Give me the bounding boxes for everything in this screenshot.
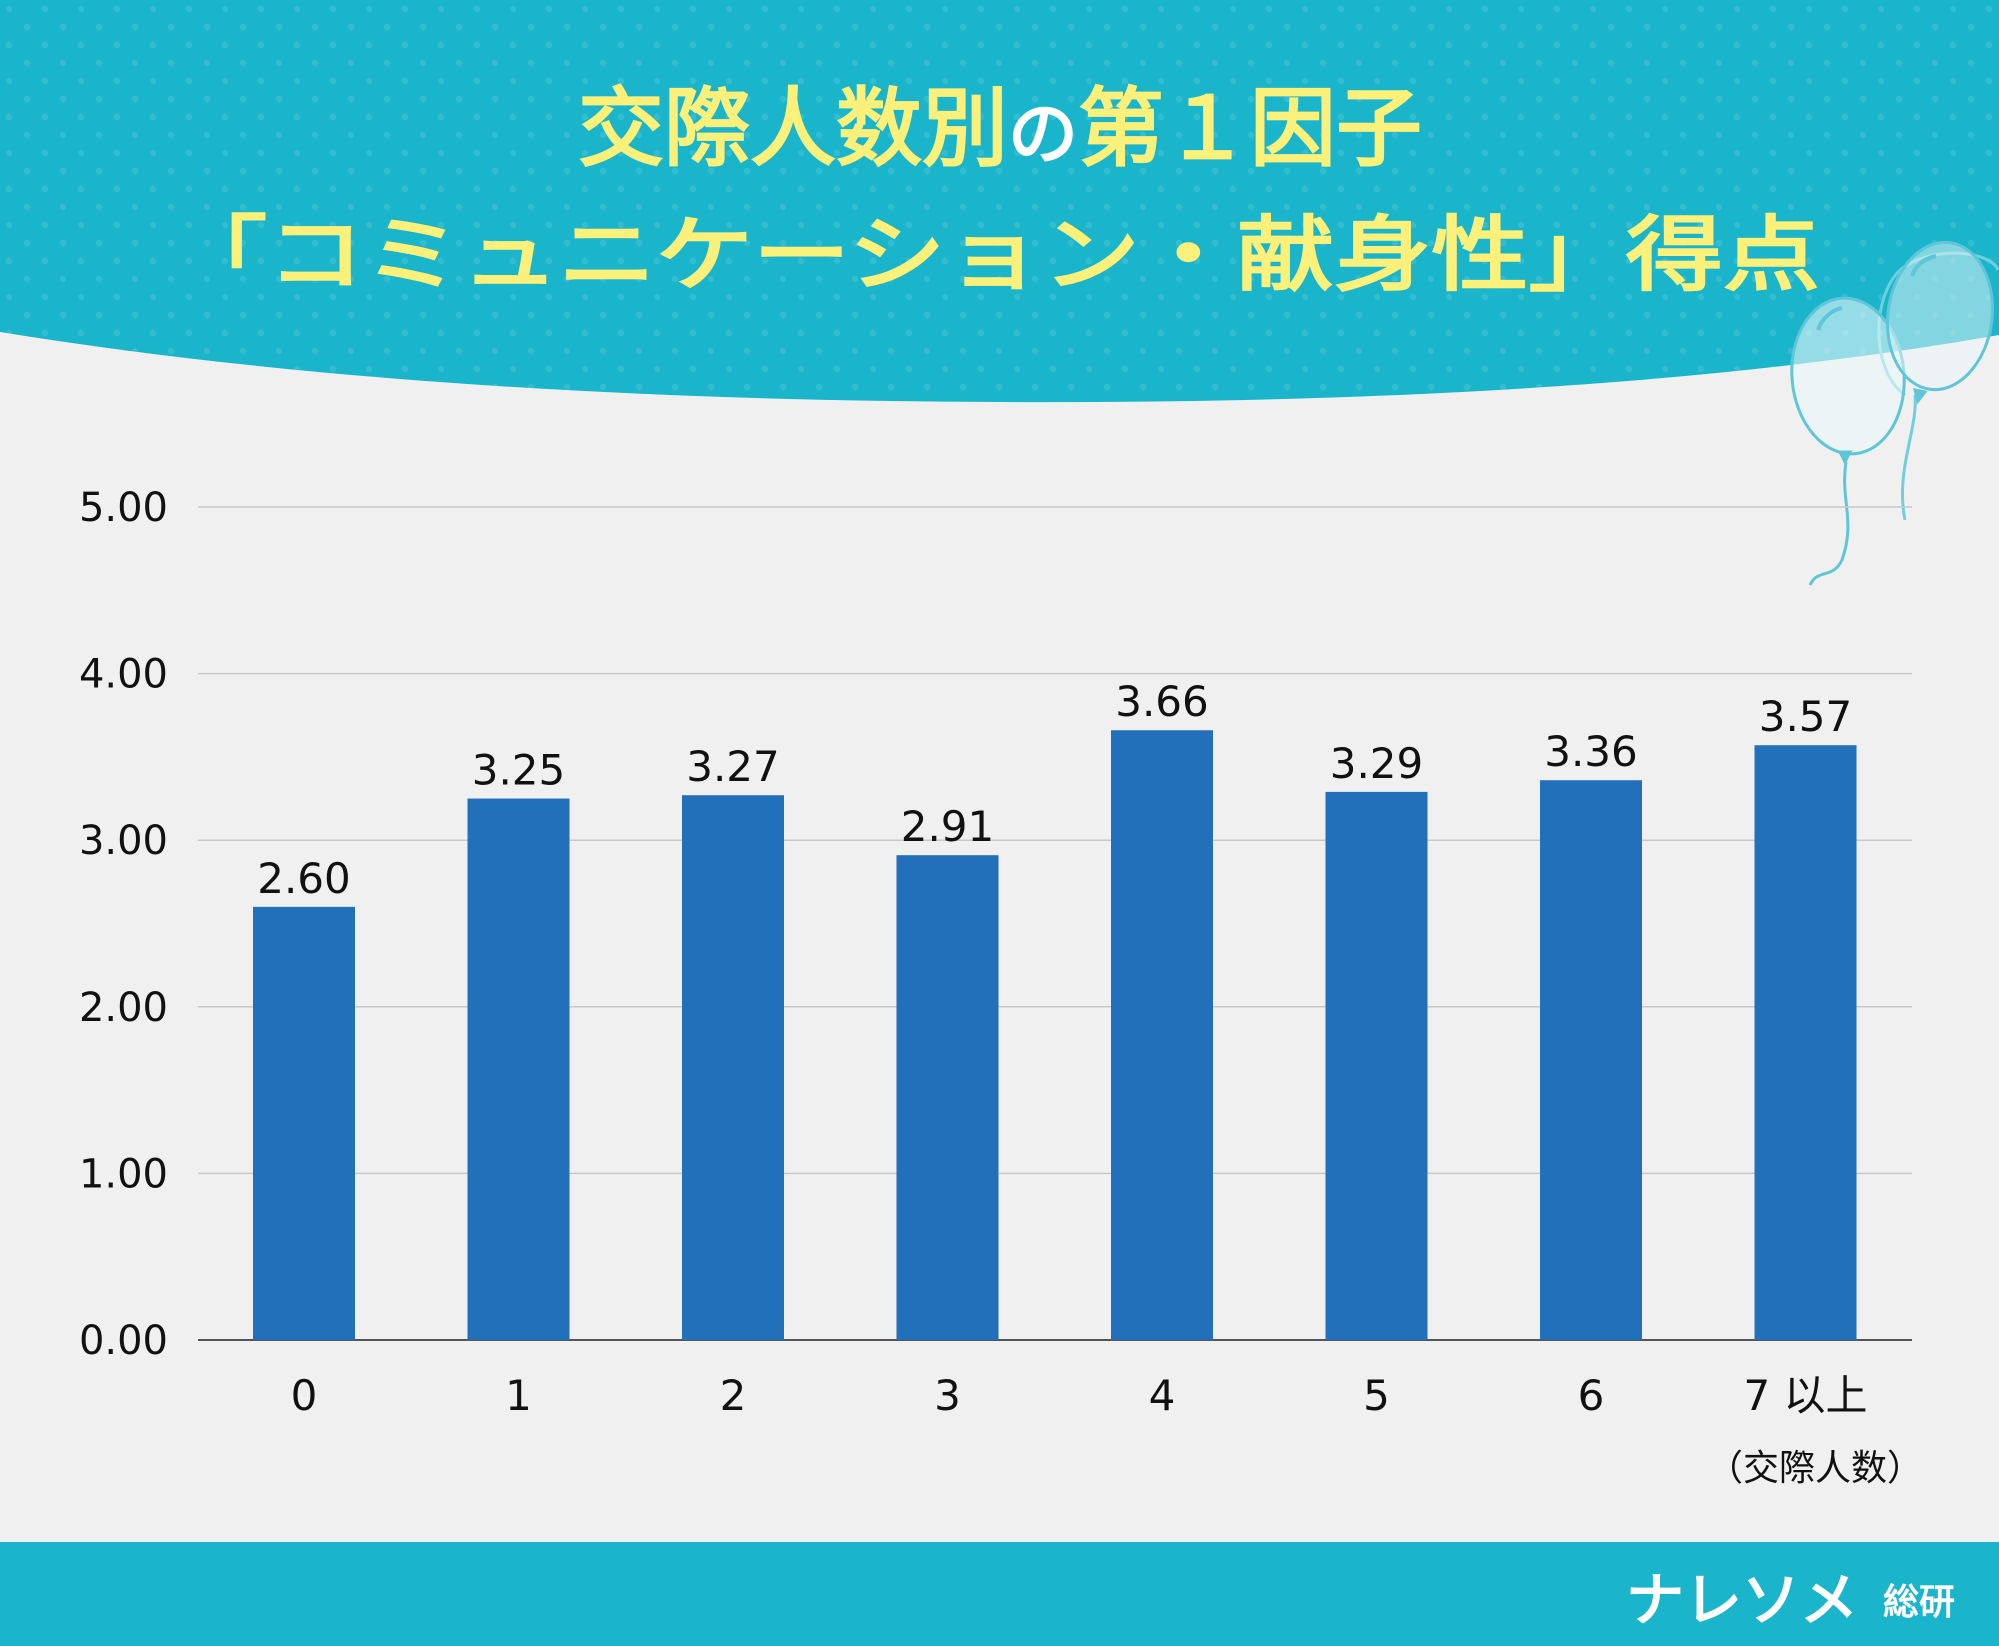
data-labels: 2.60 3.25 3.27 2.91 3.66 3.29 3.36 3.57 xyxy=(257,677,1852,903)
y-tick-label: 2.00 xyxy=(79,985,168,1031)
balloons-icon xyxy=(1790,240,1999,586)
y-tick-label: 5.00 xyxy=(79,485,168,531)
bars xyxy=(253,730,1857,1340)
bar-value-label: 3.66 xyxy=(1115,677,1209,726)
bar xyxy=(467,798,570,1340)
header-dot-pattern xyxy=(0,0,1999,403)
y-tick-label: 3.00 xyxy=(79,818,168,864)
chart-title-line-1: 交際人数別の第１因子 xyxy=(578,79,1422,179)
bar-value-label: 2.60 xyxy=(257,854,351,903)
gridlines xyxy=(198,506,1912,1341)
y-tick-label: 0.00 xyxy=(79,1318,168,1364)
x-tick-label: 5 xyxy=(1363,1371,1390,1420)
x-tick-label: 3 xyxy=(934,1371,961,1420)
bar-value-label: 3.36 xyxy=(1544,727,1638,776)
bar xyxy=(682,795,784,1340)
bar xyxy=(1754,745,1857,1340)
brand-logo-suffix: 総研 xyxy=(1883,1582,1955,1623)
x-tick-label: 4 xyxy=(1149,1371,1176,1420)
bar-value-label: 3.29 xyxy=(1330,739,1424,788)
y-axis-ticks: 0.00 1.00 2.00 3.00 4.00 5.00 xyxy=(79,485,168,1364)
chart-title-line-2: 「コミュニケーション・献身性」得点 xyxy=(170,208,1820,303)
title-part-2: の xyxy=(1008,93,1078,175)
footer-background xyxy=(0,1542,1999,1646)
x-tick-label: 1 xyxy=(505,1371,532,1420)
x-axis-label: （交際人数） xyxy=(1707,1448,1923,1489)
x-tick-label: 0 xyxy=(291,1371,318,1420)
x-tick-label: 2 xyxy=(720,1371,747,1420)
bar xyxy=(253,906,355,1340)
x-axis-ticks: 0 1 2 3 4 5 6 7 以上 xyxy=(291,1371,1868,1420)
bar xyxy=(1325,791,1428,1340)
y-tick-label: 1.00 xyxy=(79,1151,168,1197)
bar xyxy=(896,855,999,1340)
bar xyxy=(1540,780,1642,1340)
bar-value-label: 3.57 xyxy=(1759,692,1853,741)
bar-value-label: 3.25 xyxy=(472,746,566,795)
bar-value-label: 2.91 xyxy=(901,802,995,851)
x-tick-label: 6 xyxy=(1578,1371,1605,1420)
bar-value-label: 3.27 xyxy=(686,742,780,791)
title-part-3: 第１因子 xyxy=(1078,79,1422,179)
brand-logo-name: ナレソメ xyxy=(1626,1566,1858,1634)
x-tick-label: 7 以上 xyxy=(1743,1371,1867,1420)
y-tick-label: 4.00 xyxy=(79,652,168,698)
title-part-1: 交際人数別 xyxy=(578,79,1008,179)
header-band xyxy=(0,0,1999,403)
footer-band: ナレソメ 総研 xyxy=(0,1542,1999,1646)
bar xyxy=(1111,730,1213,1340)
